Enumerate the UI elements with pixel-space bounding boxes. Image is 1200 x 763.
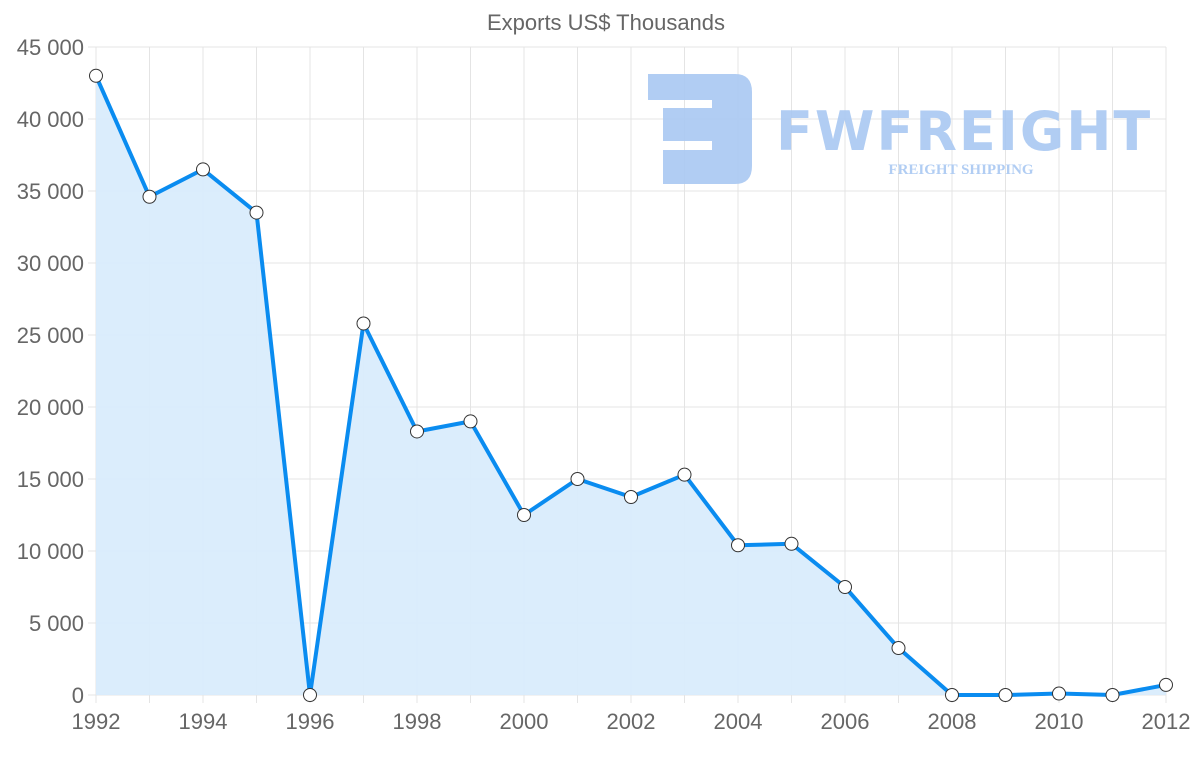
data-point [677,467,692,482]
x-tick-label: 2008 [928,709,977,734]
tick-labels: 0 5 000 10 000 15 000 20 000 25 000 30 000 35 0… [17,35,1191,734]
data-point [945,688,959,702]
chart-title: Exports US$ Thousands [487,10,725,35]
watermark-brand: FWFREIGHT [776,100,1152,163]
area-layer [89,68,1173,702]
y-tick-label: 5 000 [29,611,84,636]
data-point [570,472,585,486]
y-tick-label: 10 000 [17,539,84,564]
x-tick-label: 2010 [1035,709,1084,734]
x-tick-label: 1992 [72,709,121,734]
x-tick-label: 1994 [179,709,228,734]
data-point [463,414,478,429]
data-point [249,205,264,220]
x-tick-label: 2000 [500,709,549,734]
x-tick-label: 1996 [286,709,335,734]
y-tick-label: 15 000 [17,467,84,492]
data-point [624,490,638,504]
data-point [891,641,906,656]
logo-mark-icon [648,74,752,184]
data-point [1052,686,1066,701]
series-area-fill [96,75,1166,696]
data-point [303,688,317,702]
x-tick-label: 2012 [1142,709,1191,734]
y-tick-label: 25 000 [17,323,84,348]
data-point [89,68,103,83]
data-point [998,688,1013,702]
data-point [517,508,531,522]
x-tick-label: 2004 [714,709,763,734]
data-point [838,580,852,594]
y-tick-label: 30 000 [17,251,84,276]
y-tick-label: 45 000 [17,35,84,60]
data-point [784,536,799,551]
data-point [142,189,157,204]
x-tick-label: 2006 [821,709,870,734]
data-point [731,538,745,553]
watermark-logo: FWFREIGHT FREIGHT SHIPPING [648,74,1152,184]
y-tick-label: 20 000 [17,395,84,420]
data-point [1159,677,1173,692]
data-point [356,316,371,331]
watermark-tagline: FREIGHT SHIPPING [888,162,1033,178]
data-point [196,162,210,177]
x-tick-label: 2002 [607,709,656,734]
y-tick-label: 40 000 [17,107,84,132]
x-tick-label: 1998 [393,709,442,734]
y-tick-label: 35 000 [17,179,84,204]
data-point [1105,688,1120,702]
data-point [410,424,424,439]
y-tick-label: 0 [72,683,84,708]
